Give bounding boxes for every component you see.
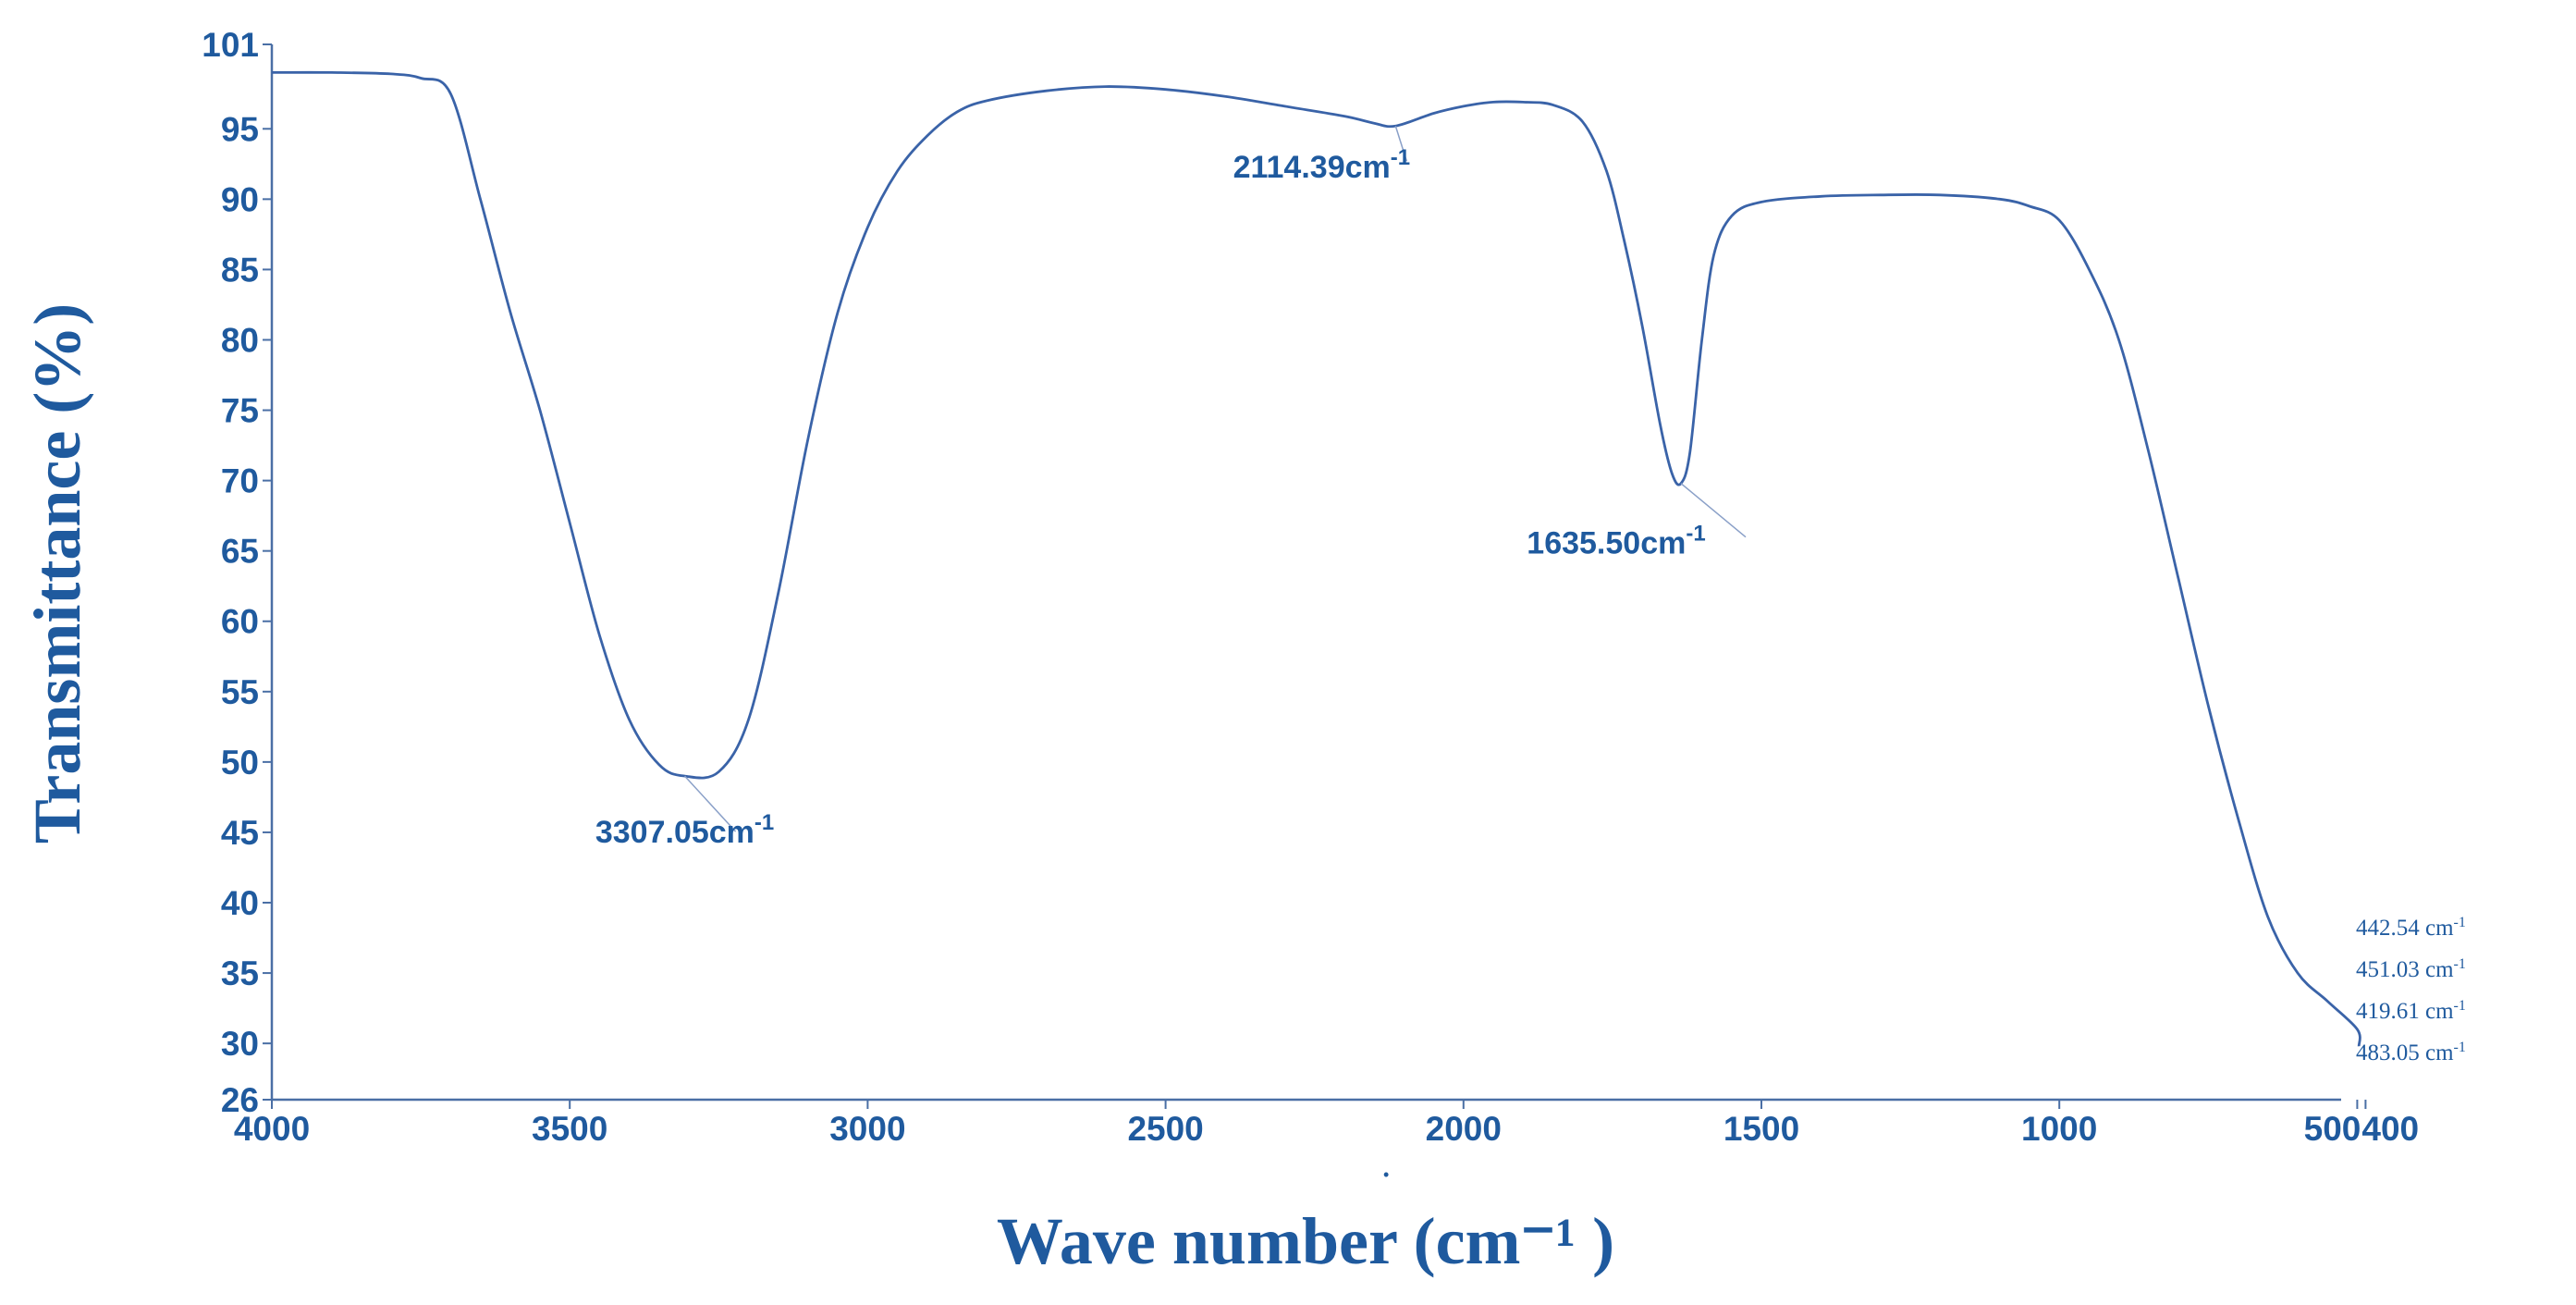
x-tick-label: 1500 (1723, 1110, 1799, 1148)
side-peak-label: 483.05 cm-1 (2356, 1040, 2466, 1065)
x-tick-label: 500 (2304, 1110, 2361, 1148)
side-labels: 442.54 cm-1 451.03 cm-1 419.61 cm-1 483.05 … (2356, 915, 2466, 1065)
peak-leader-line (684, 775, 737, 832)
peak-label: 1635.50cm-1 (1527, 522, 1705, 561)
peak-label: 2114.39cm-1 (1233, 145, 1411, 185)
y-axis-title: Transmittance (%) (20, 303, 94, 844)
y-tick-label: 101 (202, 26, 259, 64)
y-tick-label: 75 (221, 392, 259, 430)
peak-annotations: 3307.05cm-1 2114.39cm-1 1635.50cm-1 (595, 126, 1747, 850)
x-tick-label: 1000 (2021, 1110, 2097, 1148)
axes-group (270, 44, 2341, 1102)
peak-leader-line (1394, 126, 1408, 162)
y-tick-label: 90 (221, 180, 259, 218)
x-tick-label: 3000 (829, 1110, 905, 1148)
x-axis-title: Wave number (cm⁻¹ ) (997, 1204, 1614, 1278)
spectrum-line (271, 70, 2361, 1047)
side-peak-label: 442.54 cm-1 (2356, 915, 2466, 941)
x-tick-label: 3500 (532, 1110, 607, 1148)
y-tick-label: 35 (221, 954, 259, 992)
y-tick-label: 95 (221, 110, 259, 148)
y-ticks: 101 95 90 85 80 75 70 65 60 55 50 45 40 35 30 26 (202, 26, 272, 1119)
y-tick-label: 40 (221, 884, 259, 922)
stray-mark: • (1383, 1165, 1389, 1184)
peak-label: 3307.05cm-1 (595, 810, 774, 850)
y-tick-label: 65 (221, 533, 259, 571)
side-peak-label: 451.03 cm-1 (2356, 956, 2466, 982)
x-tick-label: 2500 (1127, 1110, 1203, 1148)
x-ticks: 4000 3500 3000 2500 2000 1500 1000 500 400 (234, 1100, 2419, 1148)
x-tick-label: 2000 (1426, 1110, 1502, 1148)
y-tick-label: 70 (221, 462, 259, 500)
x-tick-label: 4000 (234, 1110, 310, 1148)
y-tick-label: 60 (221, 603, 259, 641)
y-tick-label: 50 (221, 744, 259, 782)
y-tick-label: 30 (221, 1025, 259, 1063)
series-layer (271, 70, 2361, 1047)
y-tick-label: 45 (221, 814, 259, 852)
side-peak-label: 419.61 cm-1 (2356, 998, 2466, 1024)
peak-leader-line (1680, 483, 1747, 538)
x-tick-label: 400 (2361, 1110, 2419, 1148)
y-tick-label: 85 (221, 251, 259, 289)
y-tick-label: 55 (221, 673, 259, 711)
y-tick-label: 26 (221, 1081, 259, 1119)
y-tick-label: 80 (221, 321, 259, 359)
